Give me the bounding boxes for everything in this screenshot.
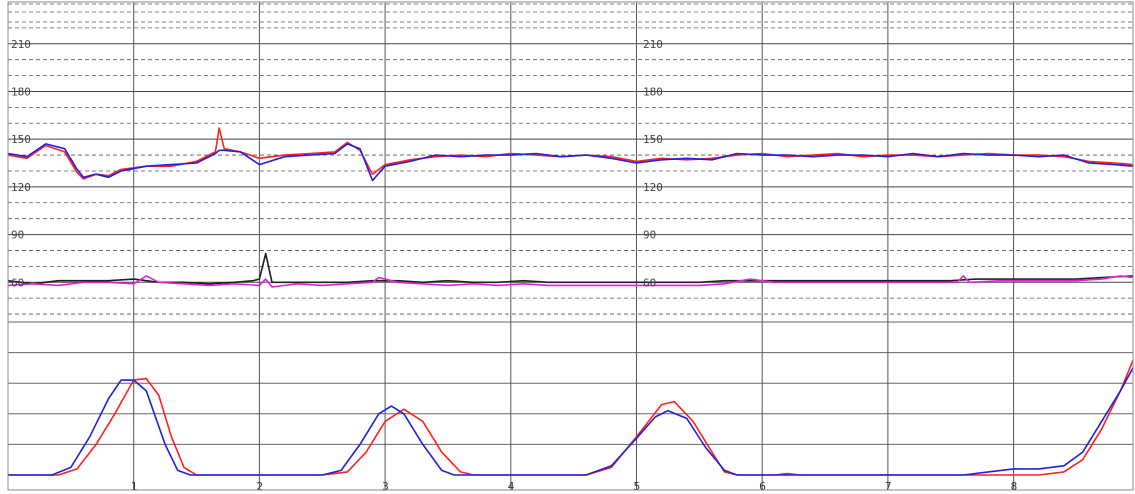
x-tick-label-8: 8 [1011,480,1018,493]
upper-series-line-3 [7,252,1134,285]
x-tick-label-1: 1 [131,480,138,493]
y-tick-label: 120 [643,181,663,194]
x-tick-label-6: 6 [759,480,766,493]
labels-layer: 60 60 90 90 120 120 150 150 180 180 210 210 1 2 3 4 5 6 7 8 [11,38,1017,493]
x-tick-label-4: 4 [508,480,515,493]
series-layer [7,127,1134,476]
plot-frame [7,1,1134,491]
x-tick-label-3: 3 [382,480,389,493]
x-tick-label-7: 7 [885,480,892,493]
upper-series-line-4 [7,275,1134,288]
y-tick-label: 180 [11,85,31,98]
y-tick-label: 120 [11,181,31,194]
y-tick-label: 150 [643,133,663,146]
upper-series-line-2 [7,143,1134,182]
y-tick-label: 210 [643,38,663,51]
y-tick-label: 60 [11,276,24,289]
x-tick-label-5: 5 [633,480,640,493]
y-tick-label: 90 [643,229,656,242]
y-tick-label: 150 [11,133,31,146]
y-tick-label: 210 [11,38,31,51]
y-tick-label: 180 [643,85,663,98]
y-tick-label: 90 [11,229,24,242]
x-tick-label-2: 2 [256,480,263,493]
y-tick-label: 60 [643,276,656,289]
lower-series-line-2 [8,367,1134,476]
grid [8,2,1133,490]
